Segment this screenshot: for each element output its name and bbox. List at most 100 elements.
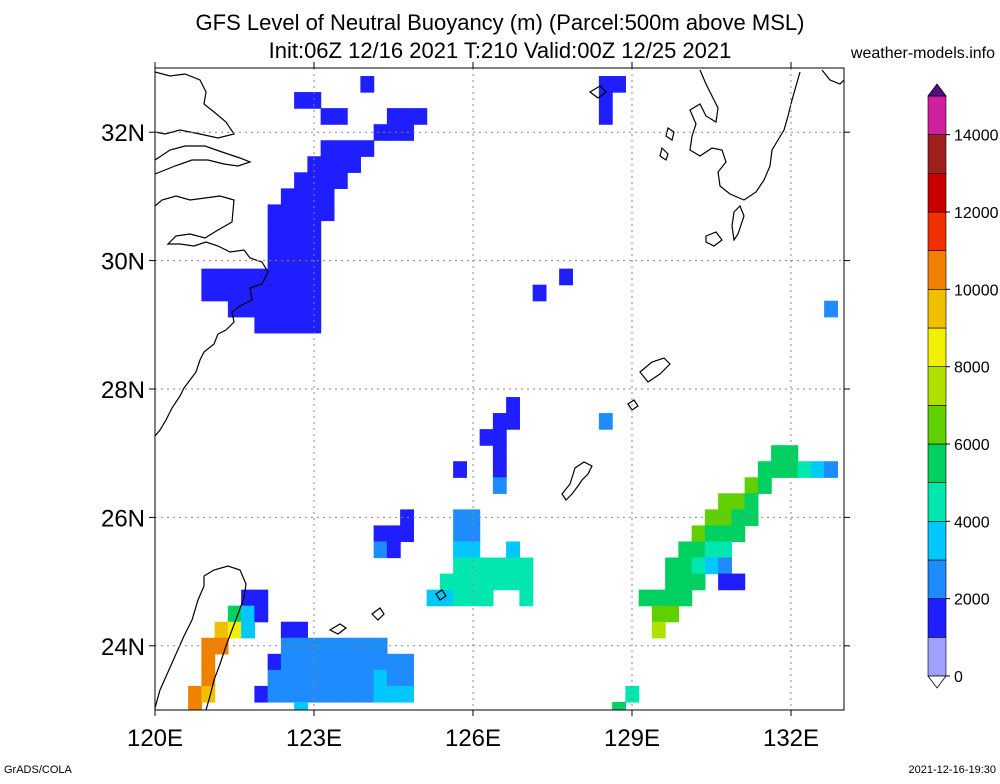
data-cell-149 — [678, 557, 693, 575]
data-cell-191 — [373, 637, 388, 655]
data-cell-87 — [492, 445, 507, 462]
data-cell-165 — [625, 685, 640, 703]
data-cell-112 — [466, 573, 481, 591]
y-tick-label-0: 24N — [101, 634, 145, 661]
data-cell-57 — [254, 284, 269, 302]
data-cell-39 — [307, 236, 322, 254]
data-cell-86 — [492, 429, 507, 446]
data-cell-104 — [453, 557, 467, 575]
colorbar-tick-label-6: 12000 — [954, 205, 999, 222]
data-cell-25 — [307, 188, 322, 206]
data-cell-36 — [267, 236, 282, 254]
data-cell-127 — [784, 461, 799, 478]
data-cell-72 — [294, 316, 308, 334]
data-cell-54 — [214, 284, 229, 302]
data-cell-97 — [453, 509, 467, 527]
data-cell-164 — [651, 621, 666, 639]
data-cell-185 — [294, 637, 308, 655]
data-cell-40 — [267, 252, 282, 270]
data-cell-130 — [824, 461, 838, 478]
data-cell-27 — [267, 204, 282, 222]
data-cell-139 — [744, 509, 759, 527]
footer-right: 2021-12-16-19:30 — [909, 764, 996, 776]
data-cell-222 — [360, 685, 375, 703]
data-cell-46 — [227, 268, 242, 286]
data-cell-14 — [360, 140, 375, 157]
data-cell-133 — [718, 493, 732, 510]
data-cell-221 — [347, 685, 361, 703]
data-cell-114 — [492, 573, 507, 591]
data-cell-67 — [294, 300, 308, 318]
data-cell-125 — [757, 461, 772, 478]
data-cell-113 — [479, 573, 494, 591]
coastlines — [155, 69, 844, 710]
data-cell-175 — [201, 637, 216, 655]
data-cell-60 — [294, 284, 308, 302]
coastline-amami — [639, 357, 671, 383]
data-cell-181 — [188, 701, 202, 710]
data-cell-0 — [294, 92, 308, 109]
data-cell-31 — [320, 204, 335, 222]
data-cell-162 — [651, 605, 666, 623]
data-cell-82 — [506, 397, 520, 414]
data-cell-103 — [506, 541, 520, 559]
data-cell-122 — [519, 589, 534, 607]
data-cell-44 — [201, 268, 216, 286]
colorbar-segment-12 — [927, 173, 947, 213]
y-tick-label-4: 32N — [101, 120, 145, 147]
data-cell-32 — [267, 220, 282, 238]
data-cell-153 — [665, 573, 679, 591]
coastline-daito — [435, 589, 447, 601]
y-tick-label-2: 28N — [101, 377, 145, 404]
data-cell-22 — [333, 172, 348, 189]
coastline-miyako — [371, 607, 385, 621]
data-cell-134 — [731, 493, 746, 510]
data-cell-201 — [386, 653, 401, 671]
data-cell-48 — [254, 268, 269, 286]
data-cell-214 — [254, 685, 269, 703]
colorbar-segment-3 — [927, 521, 947, 561]
data-cell-192 — [267, 653, 282, 671]
data-cell-174 — [241, 621, 255, 639]
data-cell-42 — [294, 252, 308, 270]
data-cell-210 — [360, 669, 375, 687]
colorbar-segment-4 — [927, 482, 947, 522]
data-cell-151 — [704, 557, 719, 575]
coastline-taiwan — [155, 565, 247, 710]
data-cell-182 — [280, 621, 295, 639]
data-cell-35 — [307, 220, 322, 238]
data-cell-73 — [307, 316, 322, 334]
data-cell-106 — [479, 557, 494, 575]
coastline-ishigaki — [328, 623, 348, 635]
data-cell-116 — [519, 573, 534, 591]
data-cell-168 — [254, 589, 269, 607]
data-cell-131 — [744, 477, 759, 494]
data-cell-75 — [532, 284, 547, 302]
data-cell-11 — [320, 140, 335, 157]
data-cell-169 — [227, 605, 242, 623]
data-cell-20 — [307, 172, 322, 189]
data-cell-217 — [294, 685, 308, 703]
colorbar-tick-label-7: 14000 — [954, 128, 999, 145]
data-cell-64 — [254, 300, 269, 318]
data-cell-161 — [678, 589, 693, 607]
data-cell-61 — [307, 284, 322, 302]
data-cell-143 — [731, 525, 746, 543]
coastline-goto — [659, 127, 675, 161]
data-cell-160 — [665, 589, 679, 607]
y-axis: 24N 26N 28N 30N 32N — [101, 120, 850, 661]
data-cell-92 — [386, 525, 401, 543]
data-cell-59 — [280, 284, 295, 302]
data-cell-16 — [320, 156, 335, 173]
data-cell-3 — [333, 108, 348, 125]
colorbar-segment-1 — [927, 598, 947, 638]
data-cell-96 — [386, 541, 401, 559]
watermark: weather-models.info — [850, 45, 995, 62]
coastline-okinawa — [561, 461, 593, 501]
data-cell-51 — [294, 268, 308, 286]
data-cell-105 — [466, 557, 481, 575]
data-cell-159 — [651, 589, 666, 607]
colorbar-tick-label-2: 4000 — [954, 514, 990, 531]
